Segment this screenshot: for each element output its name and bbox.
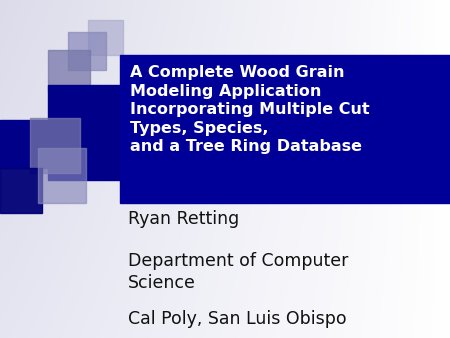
Text: A Complete Wood Grain
Modeling Application
Incorporating Multiple Cut
Types, Spe: A Complete Wood Grain Modeling Applicati… — [130, 65, 369, 154]
Text: Ryan Retting: Ryan Retting — [128, 210, 239, 228]
Bar — [88, 20, 123, 55]
Text: Cal Poly, San Luis Obispo: Cal Poly, San Luis Obispo — [128, 310, 346, 328]
Text: Department of Computer
Science: Department of Computer Science — [128, 252, 348, 291]
Bar — [48, 50, 90, 92]
Bar — [0, 120, 48, 168]
Bar — [30, 118, 80, 173]
Bar — [120, 55, 450, 203]
Bar — [48, 85, 123, 180]
Bar — [38, 148, 86, 203]
Bar — [0, 168, 42, 213]
Bar — [68, 32, 106, 70]
